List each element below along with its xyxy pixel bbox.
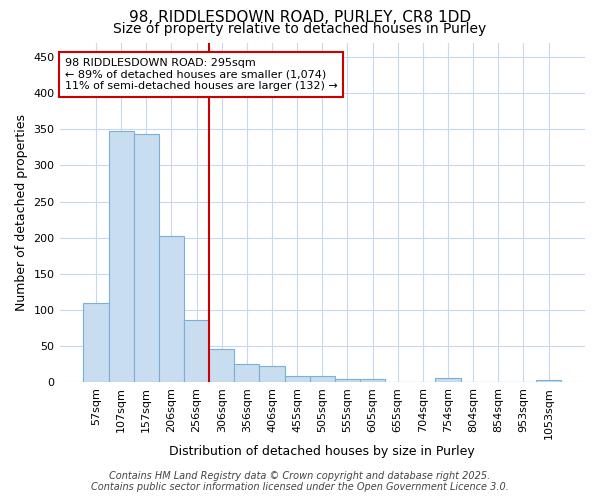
Bar	[536, 380, 561, 382]
Bar	[360, 378, 385, 382]
Bar	[134, 134, 159, 382]
Bar	[436, 378, 461, 382]
Bar	[184, 320, 209, 382]
Text: 98 RIDDLESDOWN ROAD: 295sqm
← 89% of detached houses are smaller (1,074)
11% of : 98 RIDDLESDOWN ROAD: 295sqm ← 89% of det…	[65, 58, 338, 91]
Text: Contains HM Land Registry data © Crown copyright and database right 2025.
Contai: Contains HM Land Registry data © Crown c…	[91, 471, 509, 492]
Bar	[259, 366, 284, 382]
Text: Size of property relative to detached houses in Purley: Size of property relative to detached ho…	[113, 22, 487, 36]
Bar	[310, 376, 335, 382]
Bar	[284, 376, 310, 382]
Bar	[234, 364, 259, 382]
Text: 98, RIDDLESDOWN ROAD, PURLEY, CR8 1DD: 98, RIDDLESDOWN ROAD, PURLEY, CR8 1DD	[129, 10, 471, 25]
Bar	[109, 130, 134, 382]
Bar	[209, 349, 234, 382]
Y-axis label: Number of detached properties: Number of detached properties	[15, 114, 28, 311]
Bar	[159, 236, 184, 382]
X-axis label: Distribution of detached houses by size in Purley: Distribution of detached houses by size …	[169, 444, 475, 458]
Bar	[83, 303, 109, 382]
Bar	[335, 378, 360, 382]
